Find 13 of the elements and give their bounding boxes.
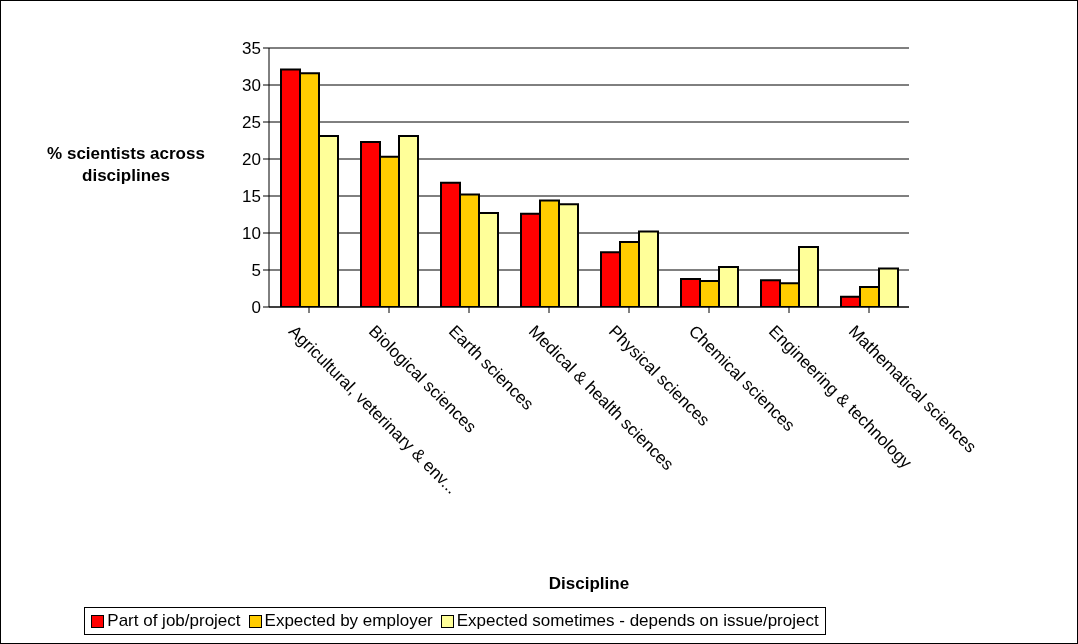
legend-label: Expected by employer xyxy=(263,611,433,631)
legend-label: Expected sometimes - depends on issue/project xyxy=(455,611,819,631)
y-tick-label: 10 xyxy=(242,224,261,244)
y-tick-label: 30 xyxy=(242,76,261,96)
y-axis-title: % scientists across disciplines xyxy=(46,143,206,187)
x-axis-title: Discipline xyxy=(548,574,630,593)
y-tick-label: 0 xyxy=(251,298,261,318)
y-tick-label: 5 xyxy=(251,261,261,281)
y-tick-label: 20 xyxy=(242,150,261,170)
y-tick-label: 25 xyxy=(242,113,261,133)
legend-label: Part of job/project xyxy=(106,611,241,631)
y-tick-label: 15 xyxy=(242,187,261,207)
y-tick-label: 35 xyxy=(242,39,261,59)
